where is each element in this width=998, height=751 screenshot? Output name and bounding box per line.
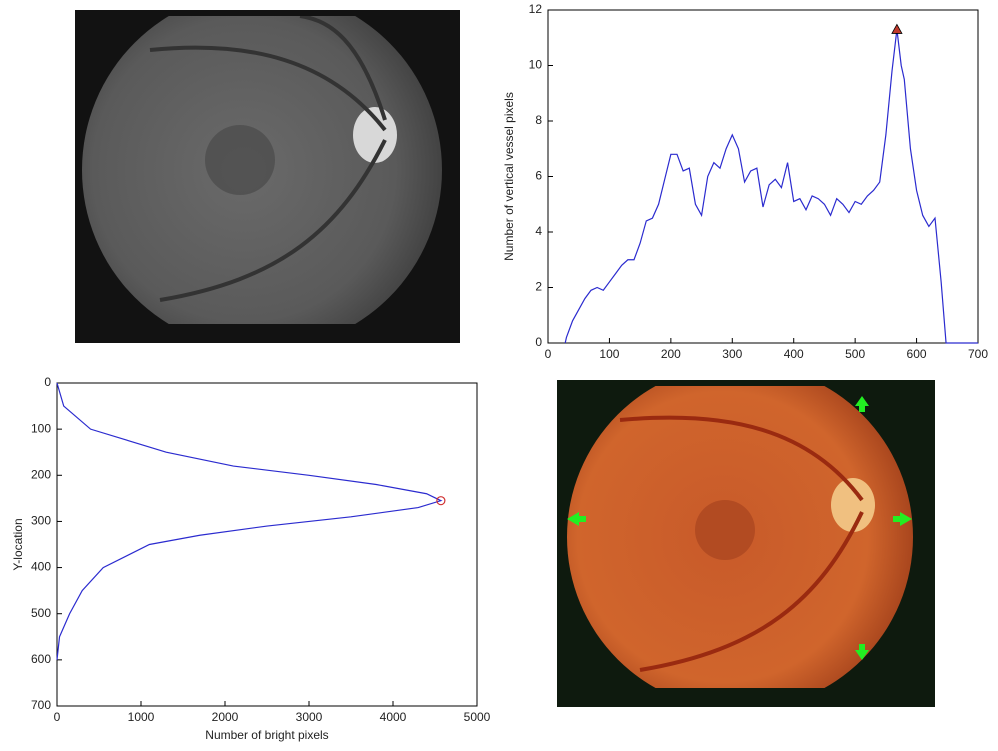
y-tick-label: 700 bbox=[31, 698, 51, 712]
color-fundus-image bbox=[557, 364, 935, 710]
y-tick-label: 300 bbox=[31, 514, 51, 528]
x-tick-label: 100 bbox=[599, 347, 619, 361]
figure: 0100200300400500600700024681012Number of… bbox=[0, 0, 998, 746]
x-tick-label: 200 bbox=[661, 347, 681, 361]
x-tick-label: 1000 bbox=[128, 710, 155, 724]
x-tick-label: 300 bbox=[722, 347, 742, 361]
y-tick-label: 12 bbox=[529, 2, 543, 16]
y-tick-label: 500 bbox=[31, 606, 51, 620]
y-tick-label: 8 bbox=[535, 113, 542, 127]
plot-area bbox=[548, 10, 978, 343]
x-tick-label: 5000 bbox=[464, 710, 491, 724]
y-tick-label: 4 bbox=[535, 224, 542, 238]
x-tick-label: 400 bbox=[784, 347, 804, 361]
x-tick-label: 0 bbox=[545, 347, 552, 361]
y-tick-label: 10 bbox=[529, 58, 543, 72]
x-tick-label: 700 bbox=[968, 347, 988, 361]
y-tick-label: 0 bbox=[44, 375, 51, 389]
x-tick-label: 2000 bbox=[212, 710, 239, 724]
y-tick-label: 400 bbox=[31, 560, 51, 574]
y-tick-label: 100 bbox=[31, 421, 51, 435]
y-tick-label: 2 bbox=[535, 280, 542, 294]
y-axis-label: Y-location bbox=[11, 518, 25, 570]
y-tick-label: 600 bbox=[31, 652, 51, 666]
gray-fundus-image bbox=[75, 0, 460, 350]
plot-area bbox=[57, 383, 477, 706]
x-tick-label: 0 bbox=[54, 710, 61, 724]
y-tick-label: 6 bbox=[535, 169, 542, 183]
x-tick-label: 500 bbox=[845, 347, 865, 361]
y-tick-label: 200 bbox=[31, 467, 51, 481]
y-tick-label: 0 bbox=[535, 335, 542, 349]
x-tick-label: 3000 bbox=[296, 710, 323, 724]
y-axis-label: Number of vertical vessel pixels bbox=[502, 92, 516, 261]
x-tick-label: 4000 bbox=[380, 710, 407, 724]
x-tick-label: 600 bbox=[907, 347, 927, 361]
x-axis-label: Number of bright pixels bbox=[205, 728, 328, 742]
